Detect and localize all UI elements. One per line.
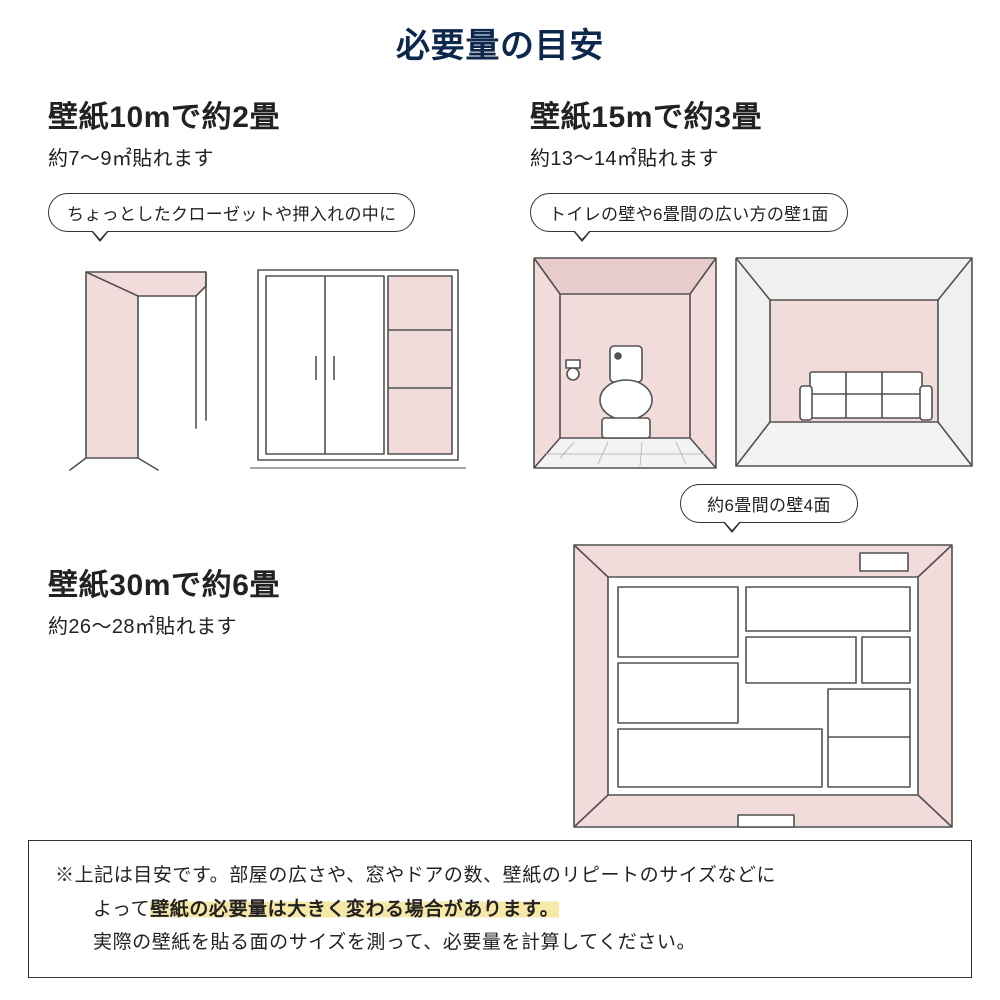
note-line-3: 実際の壁紙を貼る面のサイズを測って、必要量を計算してください。 bbox=[55, 926, 945, 959]
heading-15m: 壁紙15mで約3畳 bbox=[530, 92, 980, 136]
heading-30m: 壁紙30mで約6畳 bbox=[48, 560, 280, 604]
bubble-15m: トイレの壁や6畳間の広い方の壁1面 bbox=[530, 193, 848, 232]
illustration-closet-oshiire bbox=[48, 250, 488, 480]
page-title: 必要量の目安 bbox=[0, 0, 1000, 67]
section-10m: 壁紙10mで約2畳 約7～9㎡貼れます ちょっとしたクローゼットや押入れの中に bbox=[48, 92, 488, 480]
sub-15m: 約13～14㎡貼れます bbox=[530, 142, 980, 171]
note-line-2a: よって bbox=[93, 899, 150, 920]
section-15m: 壁紙15mで約3畳 約13～14㎡貼れます トイレの壁や6畳間の広い方の壁1面 bbox=[530, 92, 980, 480]
sub-30m: 約26～28㎡貼れます bbox=[48, 610, 280, 639]
section-30m-visual: 約6畳間の壁4面 bbox=[564, 484, 974, 839]
note-highlight: 壁紙の必要量は大きく変わる場合があります。 bbox=[150, 899, 559, 920]
heading-10m: 壁紙10mで約2畳 bbox=[48, 92, 488, 136]
illustration-toilet-room bbox=[530, 250, 980, 480]
illustration-6tatami-plan bbox=[568, 539, 968, 839]
sub-10m: 約7～9㎡貼れます bbox=[48, 142, 488, 171]
note-box: ※上記は目安です。部屋の広さや、窓やドアの数、壁紙のリピートのサイズなどに よっ… bbox=[28, 840, 972, 978]
section-30m: 壁紙30mで約6畳 約26～28㎡貼れます bbox=[48, 560, 280, 639]
note-line-1: ※上記は目安です。部屋の広さや、窓やドアの数、壁紙のリピートのサイズなどに bbox=[55, 865, 776, 886]
bubble-30m: 約6畳間の壁4面 bbox=[680, 484, 858, 523]
bubble-10m: ちょっとしたクローゼットや押入れの中に bbox=[48, 193, 415, 232]
